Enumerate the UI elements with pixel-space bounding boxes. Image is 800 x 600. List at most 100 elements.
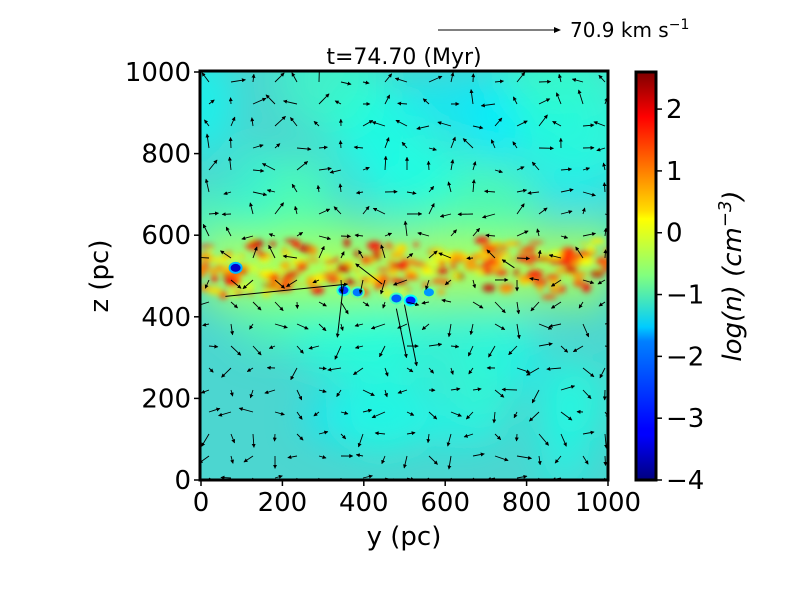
colorbar-ticks: −4 −3 −2 −1 0 1 2: [656, 95, 704, 496]
velocity-arrow: [201, 72, 210, 83]
velocity-arrow: [354, 233, 364, 238]
velocity-arrow: [290, 367, 298, 381]
velocity-arrow: [384, 94, 391, 105]
velocity-arrow: [308, 345, 320, 350]
velocity-arrow: [406, 191, 417, 195]
velocity-arrow: [318, 145, 328, 150]
velocity-arrow: [577, 89, 584, 105]
velocity-arrow: [329, 169, 342, 174]
velocity-arrow: [383, 155, 388, 171]
velocity-arrow: [379, 345, 386, 358]
velocity-arrow: [395, 308, 408, 359]
velocity-arrow: [353, 367, 364, 376]
velocity-arrow: [362, 205, 370, 215]
velocity-arrow: [208, 211, 220, 216]
velocity-arrow: [598, 301, 606, 307]
velocity-arrow: [274, 279, 285, 289]
velocity-arrow: [339, 279, 344, 294]
velocity-arrow: [575, 246, 584, 259]
plot-frame: [198, 69, 610, 482]
velocity-arrow: [338, 140, 343, 149]
velocity-arrow: [444, 279, 452, 286]
velocity-arrow: [296, 161, 309, 171]
velocity-arrow: [372, 207, 386, 215]
velocity-arrow: [582, 389, 592, 399]
velocity-arrow: [554, 455, 562, 464]
velocity-arrow: [597, 279, 606, 285]
velocity-arrow: [286, 279, 298, 288]
velocity-arrow: [355, 453, 364, 458]
velocity-arrow: [291, 183, 298, 193]
velocity-arrow: [327, 367, 342, 372]
velocity-arrow: [492, 411, 497, 424]
velocity-arrow: [527, 190, 540, 195]
velocity-arrow: [516, 455, 532, 460]
velocity-arrow: [312, 279, 320, 284]
y-tick-label: 200: [141, 384, 191, 414]
velocity-arrow: [538, 323, 553, 330]
velocity-arrow: [508, 345, 518, 356]
velocity-arrow: [447, 181, 452, 193]
velocity-arrow: [335, 284, 344, 338]
velocity-arrow: [382, 301, 386, 309]
velocity-arrow: [472, 161, 477, 171]
velocity-arrow: [230, 455, 235, 464]
velocity-arrow: [340, 81, 352, 86]
velocity-arrow: [339, 323, 344, 331]
velocity-arrow: [490, 139, 496, 149]
velocity-arrow: [318, 366, 327, 371]
velocity-arrow: [223, 191, 232, 196]
velocity-arrow: [251, 433, 256, 448]
velocity-arrow: [201, 301, 210, 307]
velocity-arrow: [582, 167, 591, 171]
colorbar-tick-label: 1: [666, 157, 683, 187]
velocity-arrow: [264, 389, 276, 395]
velocity-arrow: [208, 407, 221, 413]
velocity-arrow: [355, 190, 364, 195]
velocity-arrow: [358, 249, 364, 259]
velocity-arrow: [316, 184, 321, 193]
velocity-arrow: [201, 257, 210, 259]
velocity-arrow: [403, 220, 408, 237]
chart-title: t=74.70 (Myr): [326, 45, 481, 70]
velocity-arrow: [441, 298, 452, 303]
colorbar-tick-label: −2: [666, 342, 704, 372]
velocity-arrow: [428, 147, 437, 152]
velocity-arrow: [252, 168, 265, 173]
velocity-arrow: [417, 231, 430, 237]
x-axis-label: y (pc): [367, 522, 442, 552]
velocity-arrow: [296, 323, 309, 330]
density-clump: [421, 286, 436, 299]
velocity-arrow: [538, 207, 548, 215]
velocity-arrow: [246, 367, 254, 372]
y-tick-label: 600: [141, 221, 191, 251]
velocity-arrow: [318, 301, 327, 307]
colorbar-tick-label: −4: [666, 466, 704, 496]
velocity-arrow: [318, 208, 331, 215]
velocity-arrow: [550, 301, 562, 309]
velocity-arrow: [582, 191, 596, 197]
x-axis-ticks: 0 200 400 600 800 1000: [193, 480, 641, 518]
velocity-arrow: [225, 226, 232, 237]
velocity-arrow: [218, 411, 232, 417]
velocity-arrow: [529, 276, 540, 281]
velocity-arrow: [550, 279, 562, 287]
velocity-arrow: [560, 210, 573, 215]
colorbar-tick-label: −3: [666, 404, 704, 434]
velocity-arrow: [560, 433, 567, 447]
velocity-arrow: [250, 117, 255, 127]
velocity-arrow: [546, 366, 562, 371]
velocity-arrow: [274, 116, 286, 127]
velocity-arrow: [450, 411, 462, 417]
velocity-arrow: [208, 159, 218, 171]
velocity-arrow: [334, 100, 342, 105]
velocity-arrow: [265, 94, 276, 105]
velocity-arrow: [242, 279, 254, 289]
velocity-arrow: [252, 301, 262, 311]
y-axis-ticks: 0 200 400 600 800 1000: [125, 58, 201, 496]
velocity-arrow: [486, 249, 496, 259]
colorbar-tick-label: −1: [666, 281, 704, 311]
velocity-arrow: [338, 183, 343, 193]
velocity-arrow: [472, 227, 480, 237]
velocity-arrow: [318, 235, 332, 241]
